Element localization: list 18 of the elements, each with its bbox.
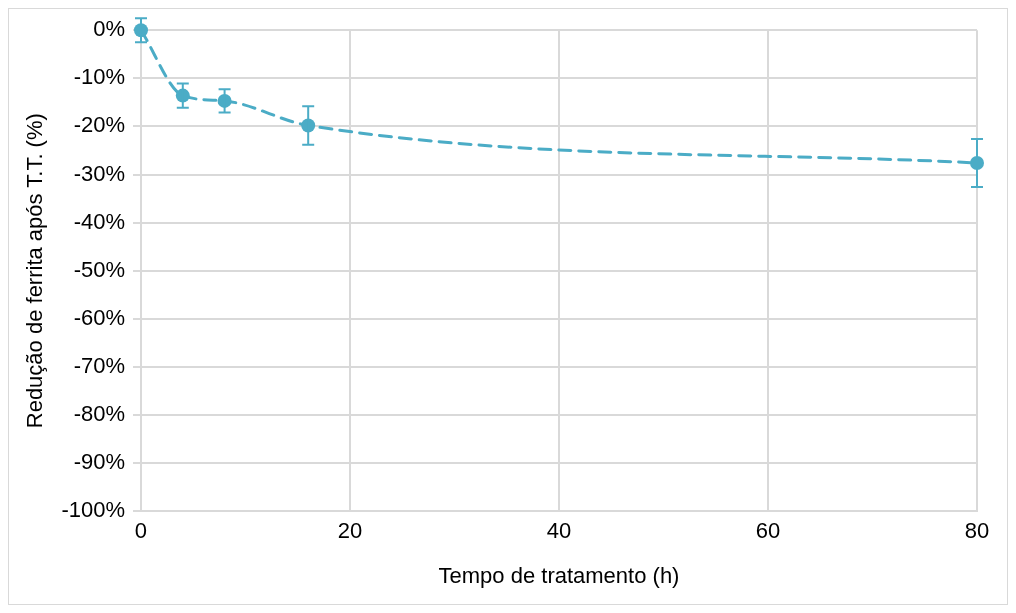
y-tick-label: -50% xyxy=(73,256,125,282)
x-tick-label: 20 xyxy=(337,518,363,544)
y-tick-label: -70% xyxy=(73,352,125,378)
x-tick-label: 60 xyxy=(755,518,781,544)
y-tick-label: -100% xyxy=(61,497,125,523)
y-tick-label: -30% xyxy=(73,160,125,186)
x-tick-label: 80 xyxy=(964,518,990,544)
y-tick-label: -10% xyxy=(73,64,125,90)
y-tick-label: -40% xyxy=(73,208,125,234)
y-tick-label: -20% xyxy=(73,112,125,138)
y-tick-label: -60% xyxy=(73,304,125,330)
x-axis-title: Tempo de tratamento (h) xyxy=(438,562,680,588)
y-tick-label: -90% xyxy=(73,449,125,475)
y-tick-label: -80% xyxy=(73,401,125,427)
x-tick-label: 40 xyxy=(546,518,572,544)
y-axis-title: Redução de ferrita após T.T. (%) xyxy=(22,113,48,429)
x-tick-label: 0 xyxy=(134,518,148,544)
y-tick-label: 0% xyxy=(93,16,125,42)
